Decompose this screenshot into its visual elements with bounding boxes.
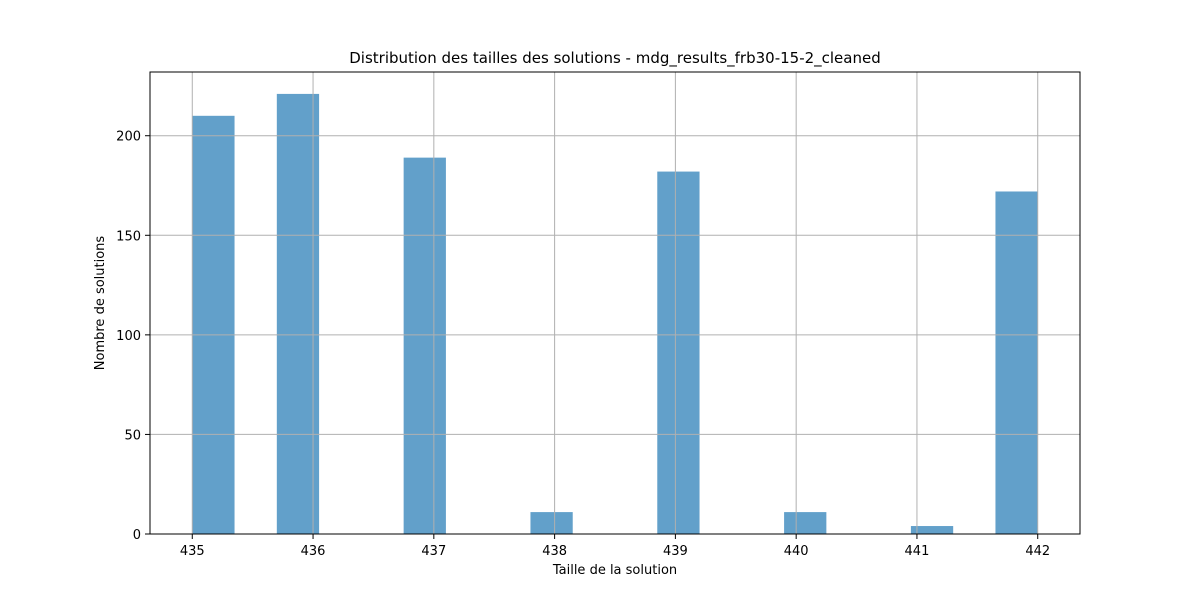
x-tick-label: 442 [1025,544,1050,559]
y-tick-label: 0 [133,528,141,543]
histogram-bar [910,526,954,534]
histogram-bar [192,115,235,534]
x-tick-label: 439 [663,544,688,559]
plot-frame [149,71,1081,535]
x-tick-label: 436 [301,544,326,559]
bars-layer [192,93,1038,534]
x-tick-label: 437 [421,544,446,559]
ticks-layer: 435 436 437 438 439 440 441 442 0 50 100 150 200 [116,130,1050,559]
x-tick-label: 435 [180,544,205,559]
histogram-bar [784,512,827,534]
histogram-bar [995,191,1038,534]
histogram-bar [530,512,573,534]
y-tick-label: 200 [116,130,141,145]
y-tick-label: 50 [124,428,141,443]
y-axis-label: Nombre de solutions [93,236,108,371]
histogram-bar [657,171,700,534]
chart-title: Distribution des tailles des solutions -… [349,49,881,68]
histogram-bar [403,157,446,534]
y-tick-label: 150 [116,229,141,244]
x-tick-label: 438 [542,544,567,559]
x-axis-label: Taille de la solution [552,563,677,578]
y-tick-label: 100 [116,329,141,344]
x-tick-label: 440 [784,544,809,559]
x-tick-label: 441 [905,544,930,559]
histogram-bar [276,93,320,534]
